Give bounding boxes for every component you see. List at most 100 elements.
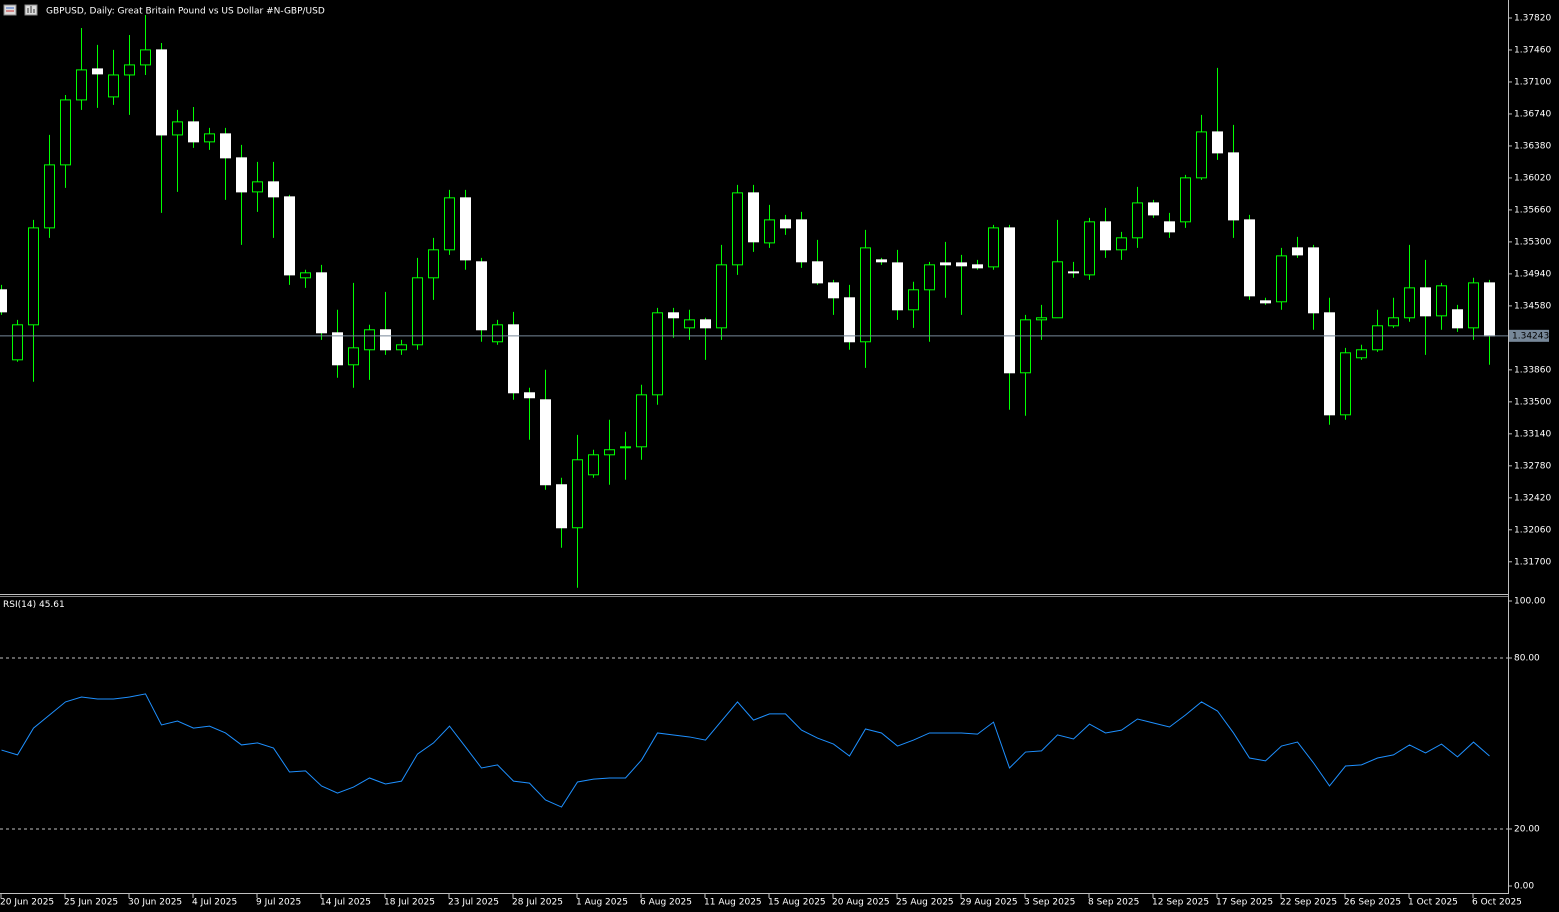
x-tick-label: 20 Aug 2025	[832, 898, 890, 908]
x-tick-label: 28 Jul 2025	[512, 898, 563, 908]
candle-body	[348, 347, 359, 366]
candle-body	[1180, 177, 1191, 223]
y-tick-label: 1.35660	[1514, 205, 1551, 215]
y-tick-label: 80.00	[1514, 654, 1540, 664]
y-tick-label: 1.33140	[1514, 429, 1551, 439]
x-tick-label: 12 Sep 2025	[1152, 898, 1209, 908]
candle-body	[396, 344, 407, 351]
candle-body	[668, 312, 679, 319]
x-tick-label: 4 Jul 2025	[192, 898, 237, 908]
candle-body	[156, 49, 167, 136]
candle-body	[1260, 300, 1271, 304]
x-tick-label: 30 Jun 2025	[128, 898, 182, 908]
candle-body	[1020, 319, 1031, 374]
candle-body	[764, 219, 775, 244]
candle-body	[1148, 202, 1159, 216]
x-tick-label: 29 Aug 2025	[960, 898, 1018, 908]
y-tick-label: 1.31700	[1514, 557, 1551, 567]
y-tick-label: 20.00	[1514, 825, 1540, 835]
candle-body	[636, 394, 647, 448]
candle-body	[1228, 152, 1239, 221]
candle-body	[1196, 131, 1207, 179]
candle-body	[1452, 309, 1463, 329]
x-tick-label: 25 Jun 2025	[64, 898, 118, 908]
candle-body	[1292, 247, 1303, 256]
y-tick-label: 1.36380	[1514, 141, 1551, 151]
candle-body	[28, 227, 39, 326]
symbol-icons	[3, 4, 38, 16]
candle-body	[1436, 285, 1447, 317]
candle-body	[1100, 221, 1111, 251]
candle-body	[1084, 221, 1095, 276]
y-tick-label: 100.00	[1514, 597, 1546, 607]
candle-body	[620, 446, 631, 449]
x-tick-label: 15 Aug 2025	[768, 898, 826, 908]
candle-body	[1468, 282, 1479, 329]
candle-body	[1068, 271, 1079, 274]
x-tick-label: 3 Sep 2025	[1024, 898, 1075, 908]
candle-body	[748, 192, 759, 243]
candle-body	[1004, 227, 1015, 374]
candle-body	[700, 319, 711, 329]
candle-body	[332, 332, 343, 366]
candle-body	[220, 133, 231, 159]
candle-body	[1404, 287, 1415, 319]
candle-body	[12, 324, 23, 361]
candle-body	[76, 69, 87, 101]
y-tick-label: 1.37100	[1514, 77, 1551, 87]
candle-body	[1356, 349, 1367, 359]
candle-body	[1276, 255, 1287, 303]
x-tick-label: 6 Aug 2025	[640, 898, 692, 908]
candle-body	[44, 164, 55, 229]
candle-body	[316, 272, 327, 334]
x-tick-label: 9 Jul 2025	[256, 898, 301, 908]
candle-body	[780, 219, 791, 229]
x-tick-label: 14 Jul 2025	[320, 898, 371, 908]
y-tick-label: 1.36020	[1514, 173, 1551, 183]
candle-body	[1164, 221, 1175, 233]
candle-body	[1052, 261, 1063, 319]
candle-body	[508, 324, 519, 394]
y-tick-label: 1.34580	[1514, 301, 1551, 311]
candle-body	[956, 262, 967, 267]
x-tick-label: 22 Sep 2025	[1280, 898, 1337, 908]
candle-body	[732, 192, 743, 266]
candle-body	[268, 181, 279, 198]
x-tick-label: 26 Sep 2025	[1344, 898, 1401, 908]
candle-body	[1388, 317, 1399, 327]
candle-body	[524, 392, 535, 399]
y-tick-label: 1.37460	[1514, 45, 1551, 55]
candle-body	[1308, 247, 1319, 314]
candle-body	[364, 329, 375, 351]
candle-body	[940, 262, 951, 266]
y-tick-label: 1.32060	[1514, 525, 1551, 535]
chart-title: GBPUSD, Daily: Great Britain Pound vs US…	[46, 7, 325, 17]
x-tick-label: 20 Jun 2025	[0, 898, 54, 908]
candle-body	[204, 133, 215, 143]
candle-body	[844, 297, 855, 343]
candle-body	[812, 261, 823, 284]
candle-body	[604, 449, 615, 456]
candle-body	[1340, 352, 1351, 416]
candle-body	[1244, 219, 1255, 297]
y-tick-label: 1.37820	[1514, 13, 1551, 23]
candle-body	[1484, 282, 1495, 337]
y-tick-label: 1.32420	[1514, 493, 1551, 503]
x-tick-label: 1 Oct 2025	[1408, 898, 1458, 908]
candle-body	[236, 157, 247, 193]
candle-body	[188, 121, 199, 143]
candle-body	[556, 484, 567, 529]
last-price-label: 1.34243	[1512, 331, 1549, 341]
candle-body	[124, 64, 135, 76]
y-tick-label: 1.35300	[1514, 237, 1551, 247]
candle-body	[412, 277, 423, 346]
candle-body	[1132, 202, 1143, 239]
candle-body	[108, 74, 119, 98]
candle-body	[1420, 287, 1431, 317]
indicator-label: RSI(14) 45.61	[3, 600, 65, 610]
candle-body	[988, 227, 999, 268]
candle-body	[284, 196, 295, 276]
x-tick-label: 6 Oct 2025	[1472, 898, 1522, 908]
